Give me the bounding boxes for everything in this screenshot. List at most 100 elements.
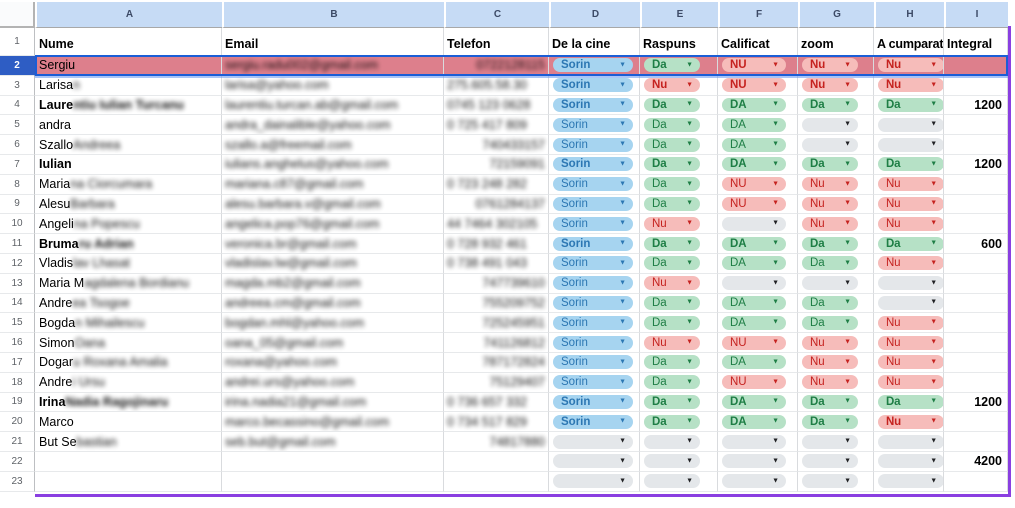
dropdown-E2[interactable]: Da ▼ xyxy=(644,58,700,73)
cell-A18[interactable]: Andre i Ursu xyxy=(35,372,222,393)
dropdown-H21[interactable]: ▼ xyxy=(878,434,943,449)
cell-E6[interactable]: Da ▼ xyxy=(640,135,718,155)
cell-G3[interactable]: Nu ▼ xyxy=(798,75,874,96)
cell-A14[interactable]: Andre ea Tsogoe xyxy=(35,293,222,314)
cell-C18[interactable]: 75129407 xyxy=(444,372,549,393)
cell-A17[interactable]: Dogar u Roxana Amalia xyxy=(35,352,222,373)
dropdown-F20[interactable]: DA ▼ xyxy=(722,414,786,429)
cell-A10[interactable]: Angeli na Popescu xyxy=(35,214,222,235)
cell-D19[interactable]: Sorin ▼ xyxy=(549,392,640,413)
dropdown-D21[interactable]: ▼ xyxy=(553,434,633,449)
cell-A20[interactable]: Marco xyxy=(35,412,222,433)
dropdown-D4[interactable]: Sorin ▼ xyxy=(553,97,633,112)
cell-H17[interactable]: Nu ▼ xyxy=(874,352,944,373)
column-header-H[interactable]: H xyxy=(874,2,944,28)
cell-F12[interactable]: DA ▼ xyxy=(718,253,798,274)
dropdown-F10[interactable]: ▼ xyxy=(722,216,786,231)
dropdown-H22[interactable]: ▼ xyxy=(878,454,943,469)
dropdown-H23[interactable]: ▼ xyxy=(878,474,943,489)
cell-D9[interactable]: Sorin ▼ xyxy=(549,194,640,215)
dropdown-G14[interactable]: Da ▼ xyxy=(802,295,858,310)
cell-D16[interactable]: Sorin ▼ xyxy=(549,333,640,353)
dropdown-F19[interactable]: DA ▼ xyxy=(722,394,786,409)
cell-C12[interactable]: 0 738 491 043 xyxy=(444,253,549,274)
cell-I18[interactable] xyxy=(944,372,1008,393)
cell-C14[interactable]: 755209752 xyxy=(444,293,549,314)
cell-I19[interactable]: 1200 xyxy=(944,392,1008,413)
cell-A3[interactable]: Larisa n xyxy=(35,75,222,96)
cell-I11[interactable]: 600 xyxy=(944,234,1008,254)
row-header-17[interactable]: 17 xyxy=(0,352,35,373)
cell-A19[interactable]: Irina Nadia Ragojinaru xyxy=(35,392,222,413)
cell-I4[interactable]: 1200 xyxy=(944,95,1008,116)
cell-H11[interactable]: Da ▼ xyxy=(874,234,944,254)
cell-I20[interactable] xyxy=(944,412,1008,433)
cell-H20[interactable]: Nu ▼ xyxy=(874,412,944,433)
row-header-8[interactable]: 8 xyxy=(0,174,35,195)
cell-E10[interactable]: Nu ▼ xyxy=(640,214,718,235)
cell-E15[interactable]: Da ▼ xyxy=(640,313,718,334)
cell-E13[interactable]: Nu ▼ xyxy=(640,273,718,294)
dropdown-H3[interactable]: Nu ▼ xyxy=(878,78,943,93)
cell-A6[interactable]: Szallo Andreea xyxy=(35,135,222,155)
dropdown-G6[interactable]: ▼ xyxy=(802,137,858,152)
cell-D15[interactable]: Sorin ▼ xyxy=(549,313,640,334)
dropdown-D6[interactable]: Sorin ▼ xyxy=(553,137,633,152)
cell-A5[interactable]: andra xyxy=(35,115,222,136)
cell-I6[interactable] xyxy=(944,135,1008,155)
cell-F22[interactable]: ▼ xyxy=(718,451,798,472)
cell-B13[interactable]: magda.mb2@gmail.com xyxy=(222,273,444,294)
dropdown-D3[interactable]: Sorin ▼ xyxy=(553,78,633,93)
dropdown-H17[interactable]: Nu ▼ xyxy=(878,355,943,370)
dropdown-H7[interactable]: Da ▼ xyxy=(878,157,943,172)
row-header-5[interactable]: 5 xyxy=(0,115,35,136)
dropdown-G20[interactable]: Da ▼ xyxy=(802,414,858,429)
cell-B22[interactable] xyxy=(222,451,444,472)
cell-I7[interactable]: 1200 xyxy=(944,154,1008,175)
cell-B10[interactable]: angelica.pop76@gmail.com xyxy=(222,214,444,235)
cell-E18[interactable]: Da ▼ xyxy=(640,372,718,393)
dropdown-F11[interactable]: DA ▼ xyxy=(722,236,786,251)
dropdown-E11[interactable]: Da ▼ xyxy=(644,236,700,251)
dropdown-E13[interactable]: Nu ▼ xyxy=(644,276,700,291)
cell-D18[interactable]: Sorin ▼ xyxy=(549,372,640,393)
dropdown-E9[interactable]: Da ▼ xyxy=(644,196,700,211)
cell-B18[interactable]: andrei.urs@yahoo.com xyxy=(222,372,444,393)
row-header-7[interactable]: 7 xyxy=(0,154,35,175)
cell-H10[interactable]: Nu ▼ xyxy=(874,214,944,235)
dropdown-G23[interactable]: ▼ xyxy=(802,474,858,489)
cell-E14[interactable]: Da ▼ xyxy=(640,293,718,314)
cell-G17[interactable]: Nu ▼ xyxy=(798,352,874,373)
cell-D5[interactable]: Sorin ▼ xyxy=(549,115,640,136)
cell-A21[interactable]: But Se bastian xyxy=(35,432,222,452)
cell-F4[interactable]: DA ▼ xyxy=(718,95,798,116)
cell-H18[interactable]: Nu ▼ xyxy=(874,372,944,393)
cell-B12[interactable]: vladislav.lw@gmail.com xyxy=(222,253,444,274)
cell-E20[interactable]: Da ▼ xyxy=(640,412,718,433)
cell-C6[interactable]: 740433157 xyxy=(444,135,549,155)
dropdown-D13[interactable]: Sorin ▼ xyxy=(553,276,633,291)
cell-D23[interactable]: ▼ xyxy=(549,471,640,492)
dropdown-D17[interactable]: Sorin ▼ xyxy=(553,355,633,370)
dropdown-H2[interactable]: Nu ▼ xyxy=(878,58,943,73)
cell-H21[interactable]: ▼ xyxy=(874,432,944,452)
dropdown-E21[interactable]: ▼ xyxy=(644,434,700,449)
dropdown-E8[interactable]: Da ▼ xyxy=(644,177,700,192)
cell-A2[interactable]: Sergiu xyxy=(35,56,222,76)
cell-C10[interactable]: 44 7464 302105 xyxy=(444,214,549,235)
dropdown-G15[interactable]: Da ▼ xyxy=(802,315,858,330)
column-header-D[interactable]: D xyxy=(549,2,640,28)
dropdown-E15[interactable]: Da ▼ xyxy=(644,315,700,330)
cell-F10[interactable]: ▼ xyxy=(718,214,798,235)
dropdown-E14[interactable]: Da ▼ xyxy=(644,295,700,310)
cell-B4[interactable]: laurentiu.turcan.ab@gmail.com xyxy=(222,95,444,116)
cell-G21[interactable]: ▼ xyxy=(798,432,874,452)
dropdown-G16[interactable]: Nu ▼ xyxy=(802,335,858,350)
cell-D2[interactable]: Sorin ▼ xyxy=(549,56,640,76)
cell-B20[interactable]: marco.becassino@gmail.com xyxy=(222,412,444,433)
row-header-12[interactable]: 12 xyxy=(0,253,35,274)
cell-G4[interactable]: Da ▼ xyxy=(798,95,874,116)
dropdown-E5[interactable]: Da ▼ xyxy=(644,117,700,132)
dropdown-F23[interactable]: ▼ xyxy=(722,474,786,489)
dropdown-F3[interactable]: NU ▼ xyxy=(722,78,786,93)
